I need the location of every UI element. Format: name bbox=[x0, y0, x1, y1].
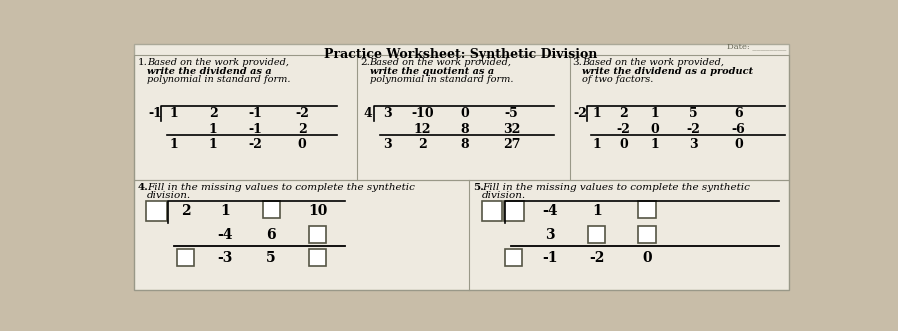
Text: Based on the work provided,: Based on the work provided, bbox=[370, 58, 512, 67]
Bar bbox=[262, 202, 279, 218]
Text: 0: 0 bbox=[650, 123, 659, 136]
Text: 4.: 4. bbox=[137, 183, 149, 192]
Text: 10: 10 bbox=[308, 204, 327, 218]
Text: 1: 1 bbox=[593, 108, 601, 120]
Text: -1: -1 bbox=[148, 108, 162, 120]
Bar bbox=[309, 226, 326, 243]
Text: -6: -6 bbox=[732, 123, 745, 136]
Text: 3: 3 bbox=[545, 228, 555, 242]
Text: division.: division. bbox=[147, 191, 191, 200]
Text: 2: 2 bbox=[620, 108, 628, 120]
Text: Date: ________: Date: ________ bbox=[727, 43, 787, 51]
Text: polynomial in standard form.: polynomial in standard form. bbox=[147, 75, 291, 84]
Text: 3: 3 bbox=[383, 108, 392, 120]
Text: polynomial in standard form.: polynomial in standard form. bbox=[370, 75, 513, 84]
Bar bbox=[309, 249, 326, 266]
Text: -1: -1 bbox=[249, 108, 262, 120]
Text: 12: 12 bbox=[413, 123, 431, 136]
Text: -2: -2 bbox=[574, 108, 587, 120]
Bar bbox=[146, 202, 166, 221]
Text: -1: -1 bbox=[542, 252, 558, 265]
Text: 1: 1 bbox=[650, 138, 659, 151]
Text: 2: 2 bbox=[418, 138, 427, 151]
Bar bbox=[134, 180, 788, 290]
Text: 5.: 5. bbox=[472, 183, 483, 192]
Text: 2.: 2. bbox=[360, 58, 370, 67]
Text: 0: 0 bbox=[298, 138, 306, 151]
Text: 1: 1 bbox=[170, 108, 179, 120]
Text: 1: 1 bbox=[593, 138, 601, 151]
Text: 1: 1 bbox=[208, 123, 217, 136]
Text: 4: 4 bbox=[364, 108, 373, 120]
Text: -2: -2 bbox=[295, 108, 309, 120]
Text: -2: -2 bbox=[617, 123, 630, 136]
Text: 32: 32 bbox=[503, 123, 520, 136]
Bar bbox=[588, 226, 605, 243]
Text: 27: 27 bbox=[503, 138, 520, 151]
Text: Based on the work provided,: Based on the work provided, bbox=[147, 58, 289, 67]
Text: -10: -10 bbox=[411, 108, 434, 120]
Text: 8: 8 bbox=[461, 123, 469, 136]
Text: 1: 1 bbox=[650, 108, 659, 120]
Text: -1: -1 bbox=[249, 123, 262, 136]
Text: 0: 0 bbox=[734, 138, 743, 151]
Bar bbox=[506, 249, 523, 266]
Text: of two factors.: of two factors. bbox=[582, 75, 653, 84]
Text: write the quotient as a: write the quotient as a bbox=[370, 67, 494, 76]
Bar bbox=[638, 202, 656, 218]
Text: 3.: 3. bbox=[573, 58, 583, 67]
Text: 1: 1 bbox=[220, 204, 230, 218]
Bar bbox=[638, 226, 656, 243]
Text: Based on the work provided,: Based on the work provided, bbox=[582, 58, 724, 67]
Text: 8: 8 bbox=[461, 138, 469, 151]
Text: division.: division. bbox=[482, 191, 526, 200]
Bar bbox=[177, 249, 194, 266]
Text: 0: 0 bbox=[642, 252, 652, 265]
Bar bbox=[482, 202, 502, 221]
Text: -4: -4 bbox=[217, 228, 233, 242]
Text: write the dividend as a product: write the dividend as a product bbox=[582, 67, 753, 76]
Text: 2: 2 bbox=[298, 123, 306, 136]
Bar bbox=[504, 202, 524, 221]
Text: -3: -3 bbox=[217, 252, 233, 265]
Bar bbox=[134, 55, 788, 180]
Text: -2: -2 bbox=[249, 138, 262, 151]
Text: -2: -2 bbox=[687, 123, 700, 136]
Text: Practice Worksheet: Synthetic Division: Practice Worksheet: Synthetic Division bbox=[323, 48, 597, 61]
Text: 6: 6 bbox=[735, 108, 743, 120]
Text: 1: 1 bbox=[592, 204, 602, 218]
Text: -2: -2 bbox=[589, 252, 604, 265]
Text: 1: 1 bbox=[208, 138, 217, 151]
Text: 3: 3 bbox=[383, 138, 392, 151]
Text: 1.: 1. bbox=[137, 58, 147, 67]
Text: 2: 2 bbox=[181, 204, 190, 218]
Text: -4: -4 bbox=[542, 204, 558, 218]
Text: 5: 5 bbox=[267, 252, 276, 265]
Text: write the dividend as a: write the dividend as a bbox=[147, 67, 272, 76]
Text: 0: 0 bbox=[620, 138, 628, 151]
Text: Fill in the missing values to complete the synthetic: Fill in the missing values to complete t… bbox=[147, 183, 415, 192]
Text: 3: 3 bbox=[689, 138, 698, 151]
Text: -5: -5 bbox=[505, 108, 518, 120]
Text: 2: 2 bbox=[208, 108, 217, 120]
Text: 0: 0 bbox=[461, 108, 470, 120]
Text: 1: 1 bbox=[170, 138, 179, 151]
Text: 6: 6 bbox=[267, 228, 276, 242]
Text: Fill in the missing values to complete the synthetic: Fill in the missing values to complete t… bbox=[482, 183, 750, 192]
Text: 5: 5 bbox=[689, 108, 698, 120]
